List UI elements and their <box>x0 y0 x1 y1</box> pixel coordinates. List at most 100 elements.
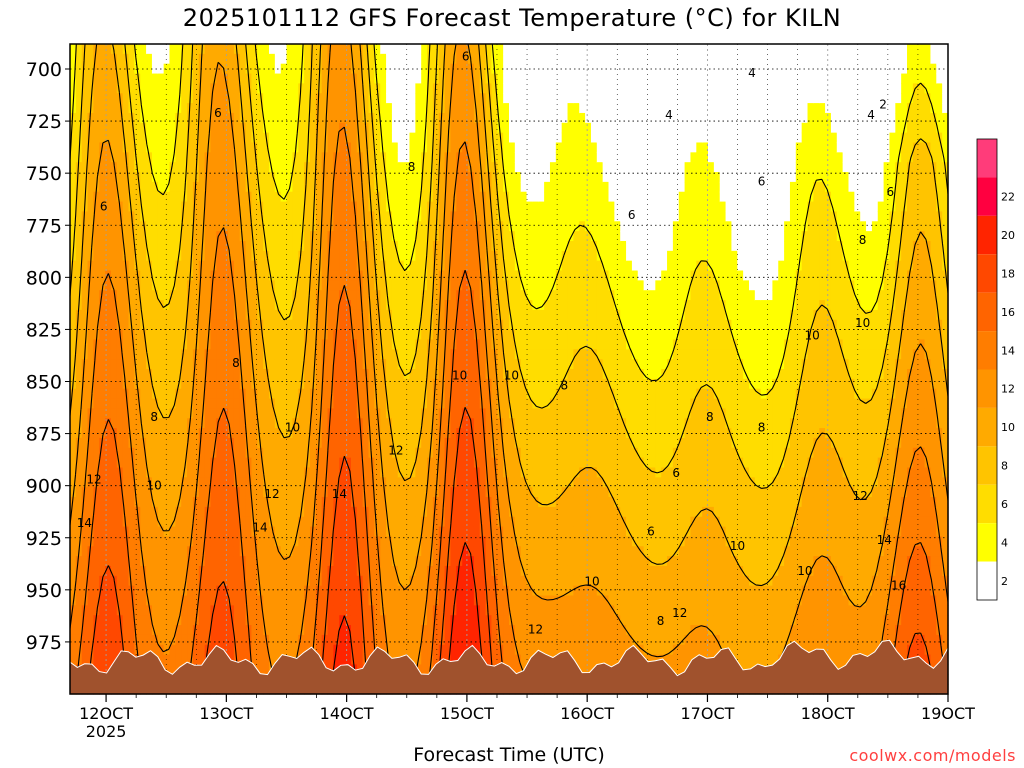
field-cell <box>263 556 270 567</box>
field-cell <box>491 191 498 203</box>
field-cell <box>473 408 481 419</box>
field-cell <box>263 280 270 291</box>
field-cell <box>151 369 159 380</box>
field-cell <box>497 44 504 55</box>
field-cell <box>427 211 434 222</box>
field-cell <box>204 300 212 311</box>
field-cell <box>497 605 504 616</box>
field-cell <box>345 546 352 557</box>
field-cell <box>151 122 159 134</box>
field-cell <box>146 556 153 567</box>
field-cell <box>110 437 118 449</box>
field-cell <box>99 615 106 626</box>
field-cell <box>274 634 282 646</box>
field-cell <box>380 565 387 577</box>
field-cell <box>321 349 329 360</box>
field-cell <box>421 487 428 498</box>
field-cell <box>239 181 247 193</box>
field-cell <box>181 605 188 616</box>
field-cell <box>70 398 77 409</box>
field-cell <box>187 477 194 488</box>
field-cell <box>368 44 375 55</box>
field-cell <box>421 201 428 213</box>
field-cell <box>479 44 487 55</box>
field-cell <box>345 477 352 488</box>
field-cell <box>204 181 212 193</box>
field-cell <box>309 142 317 153</box>
field-cell <box>509 300 516 311</box>
field-cell <box>432 181 440 193</box>
field-cell <box>222 122 229 134</box>
field-cell <box>292 201 299 213</box>
field-cell <box>444 418 452 429</box>
field-cell <box>192 634 200 646</box>
field-cell <box>210 408 217 419</box>
field-cell <box>421 103 428 114</box>
field-cell <box>81 290 89 301</box>
field-cell <box>491 437 498 449</box>
field-cell <box>415 349 422 360</box>
field-cell <box>427 73 434 84</box>
field-cell <box>485 477 493 488</box>
field-cell <box>233 103 241 114</box>
field-cell <box>93 83 100 94</box>
field-cell <box>257 181 264 193</box>
field-cell <box>432 280 440 291</box>
field-cell <box>175 191 182 203</box>
field-cell <box>315 615 323 626</box>
field-cell <box>269 447 276 459</box>
field-cell <box>157 103 165 114</box>
field-cell <box>456 309 463 321</box>
field-cell <box>280 172 288 183</box>
field-cell <box>251 634 258 646</box>
field-cell <box>146 388 153 400</box>
field-cell <box>468 565 475 577</box>
field-cell <box>509 329 516 341</box>
field-cell <box>438 172 446 183</box>
field-cell <box>222 467 229 478</box>
field-cell <box>216 398 223 409</box>
field-cell <box>327 191 334 203</box>
field-cell <box>497 231 504 242</box>
field-cell <box>87 369 95 380</box>
field-cell <box>157 172 165 183</box>
field-cell <box>386 231 393 242</box>
field-cell <box>233 388 241 400</box>
field-cell <box>374 231 381 242</box>
field-cell <box>105 290 112 301</box>
field-cell <box>128 506 135 518</box>
field-cell <box>298 585 305 597</box>
field-cell <box>362 447 370 459</box>
field-cell <box>105 201 112 213</box>
field-cell <box>356 398 364 409</box>
field-cell <box>427 44 434 55</box>
field-cell <box>444 231 452 242</box>
field-cell <box>497 250 504 262</box>
field-cell <box>163 73 171 84</box>
field-cell <box>151 339 159 350</box>
field-cell <box>99 122 106 134</box>
field-cell <box>163 615 171 626</box>
field-cell <box>444 536 452 547</box>
field-cell <box>509 359 516 370</box>
field-cell <box>468 83 475 94</box>
field-cell <box>99 497 106 508</box>
field-cell <box>456 467 463 478</box>
field-cell <box>397 260 405 272</box>
field-cell <box>204 93 212 104</box>
field-cell <box>198 329 206 341</box>
field-cell <box>298 231 305 242</box>
field-cell <box>491 211 498 222</box>
field-cell <box>503 546 510 557</box>
field-cell <box>116 556 124 567</box>
field-cell <box>192 300 200 311</box>
field-cell <box>269 339 276 350</box>
field-cell <box>75 605 83 616</box>
field-cell <box>339 644 346 656</box>
field-cell <box>75 418 83 429</box>
field-cell <box>163 172 171 183</box>
field-cell <box>444 152 452 163</box>
field-cell <box>198 309 206 321</box>
field-cell <box>187 300 194 311</box>
field-cell <box>222 447 229 459</box>
